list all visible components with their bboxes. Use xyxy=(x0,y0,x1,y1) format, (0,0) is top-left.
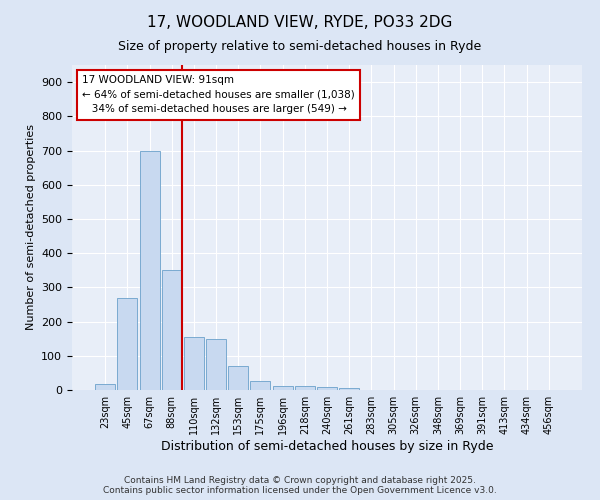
Text: Size of property relative to semi-detached houses in Ryde: Size of property relative to semi-detach… xyxy=(118,40,482,53)
Bar xyxy=(317,388,337,390)
Bar xyxy=(250,382,271,390)
Bar xyxy=(162,270,182,390)
Bar xyxy=(272,386,293,390)
X-axis label: Distribution of semi-detached houses by size in Ryde: Distribution of semi-detached houses by … xyxy=(161,440,493,453)
Bar xyxy=(295,386,315,390)
Text: Contains HM Land Registry data © Crown copyright and database right 2025.
Contai: Contains HM Land Registry data © Crown c… xyxy=(103,476,497,495)
Bar xyxy=(206,338,226,390)
Bar xyxy=(184,337,204,390)
Text: 17 WOODLAND VIEW: 91sqm
← 64% of semi-detached houses are smaller (1,038)
   34%: 17 WOODLAND VIEW: 91sqm ← 64% of semi-de… xyxy=(82,74,355,114)
Bar xyxy=(228,366,248,390)
Bar xyxy=(95,384,115,390)
Bar xyxy=(118,298,137,390)
Y-axis label: Number of semi-detached properties: Number of semi-detached properties xyxy=(26,124,35,330)
Bar xyxy=(140,150,160,390)
Text: 17, WOODLAND VIEW, RYDE, PO33 2DG: 17, WOODLAND VIEW, RYDE, PO33 2DG xyxy=(148,15,452,30)
Bar xyxy=(339,388,359,390)
